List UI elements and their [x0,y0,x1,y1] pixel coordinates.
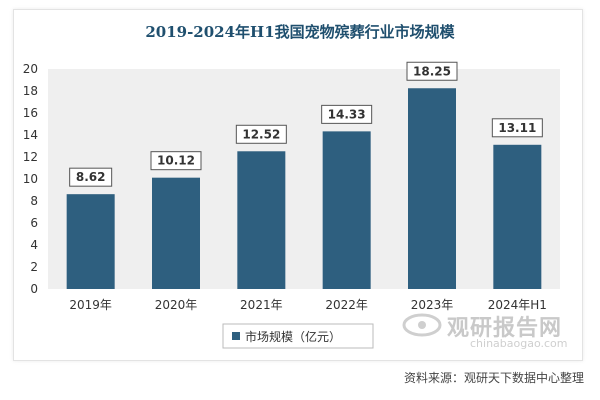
data-label: 12.52 [242,127,280,141]
data-label-box [321,104,373,124]
source-note: 资料来源：观研天下数据中心整理 [403,371,584,385]
legend-box [222,323,374,349]
bar [152,177,200,289]
data-label: 8.62 [76,170,106,184]
x-tick-label: 2020年 [155,298,198,312]
y-tick-label: 10 [23,172,38,186]
bar [66,194,115,289]
data-label-box [69,167,113,187]
chart-title: 2019-2024年H1我国宠物殡葬行业市场规模 [145,23,455,41]
data-label-box [406,61,458,81]
x-tick-label: 2021年 [240,298,283,312]
legend-label: 市场规模（亿元） [245,329,341,344]
y-tick-label: 6 [30,216,38,230]
data-label: 14.33 [328,107,366,121]
watermark-url: chinabaogao.com [470,337,568,350]
data-label: 13.11 [498,121,536,135]
y-tick-label: 18 [23,84,38,98]
plot-area [48,69,560,289]
y-tick-label: 0 [30,282,38,296]
data-label-box [235,124,287,144]
data-label: 10.12 [157,154,195,168]
y-tick-label: 12 [23,150,38,164]
y-tick-label: 2 [30,260,38,274]
watermark-logo-icon [402,313,442,337]
y-tick-label: 4 [30,238,38,252]
x-tick-label: 2024年H1 [488,298,547,312]
y-tick-label: 14 [23,128,38,142]
watermark-name: 观研报告网 [447,316,563,341]
bar [322,131,371,289]
bar [408,88,456,289]
data-label: 18.25 [413,64,451,78]
y-tick-label: 8 [30,194,38,208]
x-tick-label: 2022年 [325,298,368,312]
data-label-box [491,118,543,138]
y-tick-label: 20 [23,62,38,76]
y-tick-label: 16 [23,106,38,120]
data-label-box [150,151,202,171]
legend-swatch [232,332,240,340]
bar [237,151,286,289]
bar [493,144,542,289]
x-tick-label: 2019年 [69,298,112,312]
x-tick-label: 2023年 [411,298,454,312]
